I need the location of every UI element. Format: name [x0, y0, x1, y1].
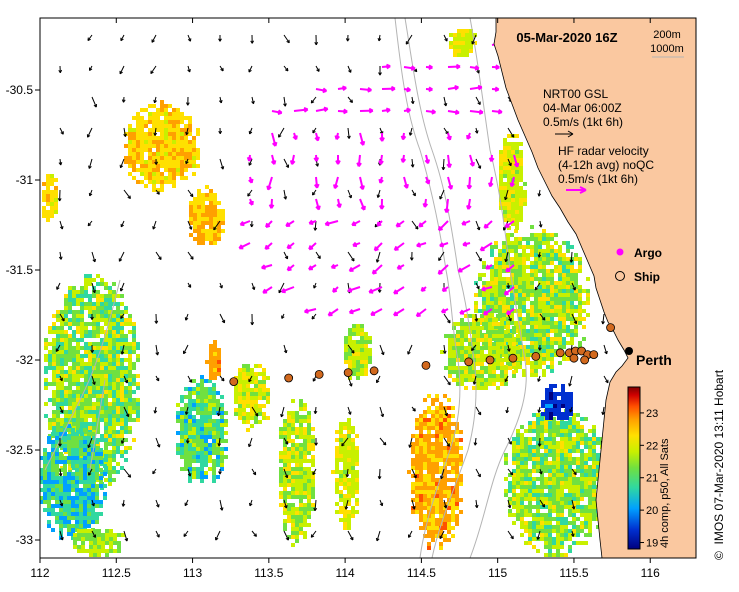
y-tick-label: -32.5	[6, 443, 34, 457]
ship-position	[343, 368, 353, 378]
model-vector-label-2: 04-Mar 06:00Z	[543, 101, 622, 115]
ship-position	[508, 353, 518, 363]
ship-position	[589, 350, 599, 360]
colorbar-label: 4h comp, p50, All Sats	[659, 438, 671, 548]
argo-label: Argo	[634, 246, 662, 260]
plot-frame	[39, 17, 697, 559]
ship-position	[284, 373, 294, 383]
ship-position	[531, 351, 541, 361]
sst-patches	[40, 29, 612, 557]
radar-vector-label-1: HF radar velocity	[558, 144, 649, 158]
ship-position	[314, 369, 324, 379]
model-current-vectors	[55, 34, 610, 542]
colorbar-tick-label: 21	[646, 473, 658, 485]
ship-position	[580, 355, 590, 365]
y-tick-label: -31	[16, 173, 34, 187]
land-mass	[493, 18, 696, 558]
colorbar-ticks: 23 22 21 20 19	[640, 408, 658, 550]
x-tick-label: 116	[641, 566, 660, 580]
y-tick-label: -33	[16, 533, 34, 547]
model-vector-scale-arrow	[555, 130, 574, 138]
x-tick-label: 115.5	[559, 566, 588, 580]
x-tick-label: 112.5	[102, 566, 131, 580]
colorbar	[627, 386, 641, 550]
x-tick-label: 112	[30, 566, 49, 580]
depth-legend-200m: 200m	[653, 29, 681, 41]
ship-positions	[229, 323, 615, 387]
map-title: 05-Mar-2020 16Z	[516, 30, 617, 45]
y-tick-label: -31.5	[6, 263, 34, 277]
y-axis: -30.5 -31 -31.5 -32 -32.5 -33	[6, 83, 40, 547]
x-tick-label: 113	[183, 566, 202, 580]
bathymetry-contours	[44, 18, 527, 558]
radar-vector-label-2: (4-12h avg) noQC	[558, 158, 654, 172]
colorbar-tick-label: 23	[646, 408, 658, 420]
x-tick-label: 114.5	[407, 566, 436, 580]
colorbar-tick-label: 22	[646, 440, 658, 452]
model-vector-label-1: NRT00 GSL	[543, 87, 608, 101]
y-tick-label: -32	[16, 353, 34, 367]
radar-current-vectors	[238, 41, 520, 318]
y-tick-label: -30.5	[6, 83, 34, 97]
depth-legend-1000m: 1000m	[650, 43, 684, 55]
x-tick-label: 113.5	[254, 566, 283, 580]
x-tick-label: 114	[336, 566, 355, 580]
ship-position	[569, 353, 579, 363]
colorbar-tick-label: 20	[646, 505, 658, 517]
city-label: Perth	[636, 352, 672, 368]
argo-symbol	[616, 248, 624, 256]
model-vector-label-3: 0.5m/s (1kt 6h)	[543, 115, 623, 129]
ship-position	[606, 323, 615, 333]
copyright-symbol: ©	[712, 551, 726, 560]
radar-vector-scale-arrow	[566, 186, 587, 194]
colorbar-tick-label: 19	[646, 538, 658, 550]
ship-position	[421, 360, 431, 370]
perth-marker	[625, 347, 633, 355]
ship-position	[369, 366, 379, 376]
ship-position	[464, 357, 474, 367]
x-tick-label: 115	[488, 566, 507, 580]
credit-note: © IMOS 07-Mar-2020 13:11 Hobart	[712, 370, 726, 560]
ship-position	[555, 348, 565, 358]
radar-vector-label-3: 0.5m/s (1kt 6h)	[558, 172, 638, 186]
ship-position	[485, 355, 495, 365]
ship-position	[229, 377, 239, 387]
x-axis: 112 112.5 113 113.5 114 114.5 115 115.5 116	[30, 18, 660, 580]
ship-label: Ship	[634, 270, 660, 284]
credit-text: IMOS 07-Mar-2020 13:11 Hobart	[712, 369, 726, 545]
ship-symbol	[615, 271, 625, 281]
